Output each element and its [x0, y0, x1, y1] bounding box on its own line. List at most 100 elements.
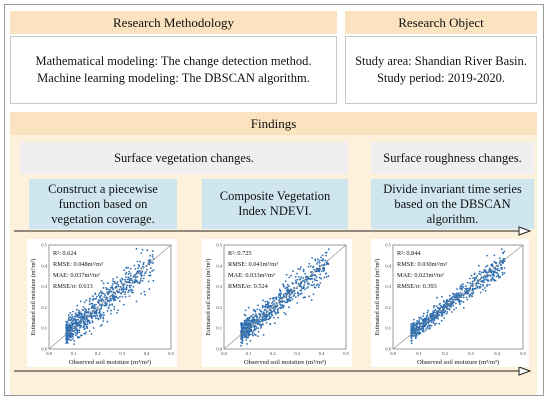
scatter-point — [308, 262, 311, 265]
scatter-point — [240, 344, 242, 347]
scatter-point — [441, 313, 443, 316]
scatter-point — [494, 262, 497, 264]
scatter-point — [117, 309, 119, 312]
scatter-point — [257, 304, 259, 307]
scatter-point — [79, 319, 82, 322]
scatter-point — [100, 300, 103, 303]
scatter-point — [312, 265, 315, 268]
scatter-point — [264, 313, 267, 316]
scatter-point — [285, 289, 288, 292]
scatter-point — [288, 276, 291, 279]
scatter-point — [71, 334, 74, 337]
scatter-point — [136, 275, 138, 278]
scatter-point — [320, 277, 323, 280]
scatter-point — [85, 309, 88, 312]
scatter-point — [254, 325, 257, 327]
scatter-point — [102, 282, 105, 285]
y-tick-label: 0.3 — [216, 284, 222, 289]
scatter-point — [436, 314, 439, 317]
scatter-point — [139, 281, 141, 283]
scatter-point — [85, 311, 87, 314]
scatter-point — [74, 312, 77, 315]
step-2-line-1: Composite Vegetation — [219, 189, 331, 203]
scatter-point — [476, 286, 479, 289]
scatter-point — [249, 333, 251, 336]
scatter-point — [82, 321, 85, 324]
scatter-point — [416, 320, 418, 322]
scatter-point — [465, 292, 468, 294]
scatter-point — [291, 282, 294, 284]
scatter-point — [321, 254, 324, 257]
scatter-point — [260, 325, 263, 327]
scatter-point — [488, 268, 491, 271]
scatter-point — [503, 250, 506, 253]
scatter-point — [456, 298, 459, 301]
scatter-point — [273, 297, 275, 299]
scatter-point — [130, 288, 132, 291]
scatter-point — [318, 264, 321, 267]
scatter-point — [453, 308, 455, 311]
scatter-point — [493, 260, 496, 263]
scatter-point — [459, 300, 461, 303]
scatter-point — [244, 322, 246, 325]
scatter-point — [139, 260, 141, 263]
scatter-point — [285, 273, 288, 276]
scatter-point — [494, 271, 497, 274]
scatter-point — [113, 305, 116, 308]
scatter-point — [85, 331, 87, 333]
scatter-point — [151, 270, 153, 272]
scatter-point — [297, 275, 300, 278]
scatter-point — [70, 317, 73, 319]
scatter-point — [461, 288, 463, 291]
scatter-point — [440, 305, 442, 307]
scatter-point — [94, 307, 96, 310]
scatter-point — [140, 292, 143, 295]
scatter-point — [435, 322, 437, 325]
scatter-point — [261, 313, 264, 315]
scatter-point — [288, 298, 291, 300]
scatter-point — [151, 254, 154, 256]
scatter-point — [78, 331, 81, 334]
scatter-point — [66, 324, 69, 326]
scatter-point — [435, 305, 438, 307]
scatter-point — [95, 309, 98, 312]
scatter-point — [149, 259, 152, 261]
scatter-point — [141, 248, 144, 251]
scatter-point — [429, 320, 432, 323]
scatter-point — [148, 274, 151, 277]
scatter-point — [427, 325, 429, 327]
scatter-point — [302, 268, 305, 271]
scatter-point — [246, 318, 248, 320]
scatter-point — [268, 315, 271, 317]
scatter-point — [94, 293, 97, 296]
scatter-point — [244, 314, 247, 317]
scatter-point — [274, 313, 277, 315]
scatter-point — [97, 299, 100, 301]
stat-label: R²: 0.624 — [53, 250, 77, 257]
scatter-point — [486, 276, 489, 278]
scatter-point — [297, 268, 300, 270]
scatter-point — [320, 259, 323, 261]
scatter-point — [104, 301, 106, 304]
scatter-point — [499, 259, 501, 262]
scatter-point — [471, 287, 474, 290]
scatter-point — [87, 312, 89, 314]
scatter-point — [141, 271, 144, 273]
x-tick-label: 0.3 — [468, 351, 474, 356]
scatter-point — [250, 319, 252, 322]
scatter-point — [277, 296, 280, 299]
scatter-point — [462, 306, 465, 309]
scatter-point — [313, 286, 316, 289]
x-axis-label: Observed soil moisture (m³/m³) — [417, 359, 499, 366]
scatter-point — [131, 291, 134, 294]
scatter-point — [467, 292, 469, 295]
object-box: Study area: Shandian River Basin. Study … — [345, 36, 537, 104]
scatter-point — [324, 273, 327, 275]
methodology-box: Mathematical modeling: The change detect… — [10, 36, 337, 104]
scatter-point — [412, 325, 415, 328]
scatter-point — [241, 339, 244, 342]
scatter-point — [495, 275, 498, 278]
x-tick-label: 0.1 — [416, 351, 422, 356]
figure-frame — [4, 4, 544, 396]
findings-header: Findings — [10, 112, 537, 135]
